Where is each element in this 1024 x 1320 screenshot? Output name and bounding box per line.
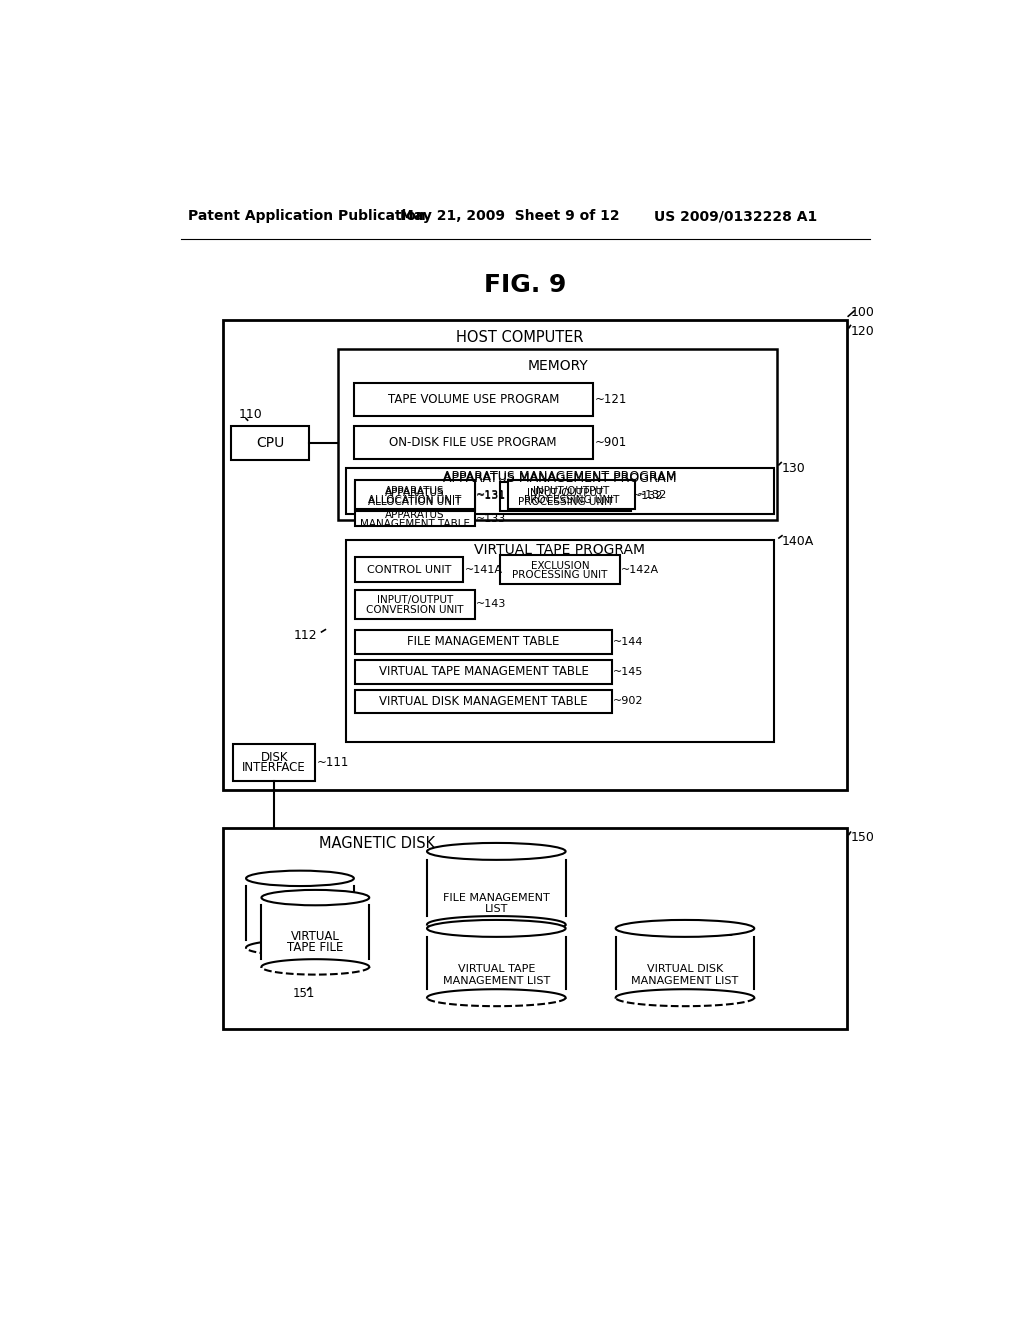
Bar (355, 689, 611, 713)
Text: VIRTUAL TAPE: VIRTUAL TAPE (458, 964, 535, 974)
Text: EXCLUSION: EXCLUSION (530, 561, 589, 570)
Bar (355, 511, 475, 527)
Text: ON-DISK FILE USE PROGRAM: ON-DISK FILE USE PROGRAM (389, 436, 557, 449)
Text: MANAGEMENT LIST: MANAGEMENT LIST (632, 975, 738, 986)
Bar (355, 630, 611, 653)
Bar (355, 590, 475, 619)
Text: MEMORY: MEMORY (527, 359, 588, 374)
Text: ~132: ~132 (633, 491, 663, 502)
Text: US 2009/0132228 A1: US 2009/0132228 A1 (654, 209, 817, 223)
Text: APPARATUS: APPARATUS (385, 510, 444, 520)
Bar (355, 482, 475, 511)
Text: VIRTUAL TAPE PROGRAM: VIRTUAL TAPE PROGRAM (474, 544, 645, 557)
Bar (230, 426, 309, 461)
Text: CPU: CPU (256, 437, 284, 450)
Bar (500, 482, 631, 511)
Bar (223, 321, 847, 789)
Bar (246, 878, 354, 948)
Text: 120: 120 (851, 325, 874, 338)
Text: VIRTUAL TAPE MANAGEMENT TABLE: VIRTUAL TAPE MANAGEMENT TABLE (379, 665, 589, 678)
Text: ~143: ~143 (476, 599, 507, 610)
Bar (355, 557, 463, 582)
Bar (354, 383, 593, 416)
Text: CONTROL UNIT: CONTROL UNIT (368, 565, 452, 574)
Text: INTERFACE: INTERFACE (243, 760, 306, 774)
Text: PROCESSING UNIT: PROCESSING UNIT (523, 495, 620, 504)
Bar (233, 743, 315, 780)
Bar (427, 851, 565, 924)
Text: INPUT/OUTPUT: INPUT/OUTPUT (534, 486, 609, 495)
Text: ~131: ~131 (476, 491, 507, 502)
Text: ~121: ~121 (595, 393, 628, 407)
Text: ~141A: ~141A (465, 565, 503, 574)
Bar (223, 829, 847, 1028)
Text: VIRTUAL DISK MANAGEMENT TABLE: VIRTUAL DISK MANAGEMENT TABLE (379, 694, 588, 708)
Text: 150: 150 (851, 832, 874, 843)
Text: 110: 110 (239, 408, 262, 421)
Text: PROCESSING UNIT: PROCESSING UNIT (512, 570, 607, 579)
Text: ~901: ~901 (595, 436, 627, 449)
Text: 903: 903 (712, 925, 734, 939)
Text: FILE MANAGEMENT TABLE: FILE MANAGEMENT TABLE (408, 635, 560, 648)
Text: Patent Application Publication: Patent Application Publication (188, 209, 426, 223)
Text: ~132: ~132 (637, 490, 667, 499)
Text: APPARATUS MANAGEMENT PROGRAM: APPARATUS MANAGEMENT PROGRAM (443, 473, 677, 486)
Bar (427, 928, 565, 998)
Text: APPARATUS: APPARATUS (385, 487, 444, 498)
Bar (346, 540, 773, 742)
Text: 152: 152 (517, 849, 540, 862)
Text: ~131: ~131 (476, 490, 507, 499)
Text: TAPE VOLUME USE PROGRAM: TAPE VOLUME USE PROGRAM (387, 393, 559, 407)
Text: DISK: DISK (260, 751, 288, 764)
Text: ~133: ~133 (476, 513, 507, 524)
Text: May 21, 2009  Sheet 9 of 12: May 21, 2009 Sheet 9 of 12 (400, 209, 620, 223)
Text: FILE MANAGEMENT: FILE MANAGEMENT (443, 892, 550, 903)
Ellipse shape (427, 920, 565, 937)
Bar (500, 554, 620, 585)
Text: 112: 112 (293, 630, 316, 643)
Text: LIST: LIST (484, 904, 508, 915)
Ellipse shape (261, 890, 370, 906)
Bar (355, 480, 475, 508)
Bar (615, 928, 755, 998)
Text: VIRTUAL DISK: VIRTUAL DISK (647, 964, 723, 974)
Text: ~145: ~145 (613, 667, 644, 677)
Bar (355, 660, 611, 684)
Bar (339, 350, 777, 520)
Text: ~111: ~111 (316, 755, 349, 768)
Text: APPARATUS: APPARATUS (385, 486, 444, 495)
Bar (354, 426, 593, 459)
Text: 140A: 140A (781, 536, 813, 548)
Ellipse shape (427, 843, 565, 859)
Text: ~144: ~144 (613, 636, 644, 647)
Bar (346, 469, 773, 515)
Text: ~902: ~902 (613, 696, 644, 706)
Ellipse shape (246, 871, 354, 886)
Bar (346, 466, 773, 529)
Text: ALLOCATION UNIT: ALLOCATION UNIT (369, 496, 462, 507)
Text: INPUT/OUTPUT: INPUT/OUTPUT (527, 487, 604, 498)
Text: FIG. 9: FIG. 9 (483, 273, 566, 297)
Text: MAGNETIC DISK: MAGNETIC DISK (318, 836, 435, 851)
Text: INPUT/OUTPUT: INPUT/OUTPUT (377, 595, 454, 606)
Bar (261, 898, 370, 966)
Text: 100: 100 (851, 306, 874, 319)
Text: TAPE FILE: TAPE FILE (287, 941, 343, 954)
Text: CONVERSION UNIT: CONVERSION UNIT (367, 605, 464, 615)
Text: ~142A: ~142A (621, 565, 659, 574)
Text: MANAGEMENT TABLE: MANAGEMENT TABLE (360, 519, 470, 529)
Text: HOST COMPUTER: HOST COMPUTER (456, 330, 583, 346)
Text: 153: 153 (469, 925, 492, 939)
Text: PROCESSING UNIT: PROCESSING UNIT (518, 496, 613, 507)
Text: ALLOCATION UNIT: ALLOCATION UNIT (369, 495, 462, 504)
Bar (508, 480, 635, 508)
Text: APPARATUS MANAGEMENT PROGRAM: APPARATUS MANAGEMENT PROGRAM (443, 470, 677, 483)
Text: MANAGEMENT LIST: MANAGEMENT LIST (442, 975, 550, 986)
Text: 130: 130 (781, 462, 805, 475)
Ellipse shape (615, 920, 755, 937)
Text: VIRTUAL: VIRTUAL (291, 929, 340, 942)
Text: 151: 151 (293, 987, 315, 1001)
